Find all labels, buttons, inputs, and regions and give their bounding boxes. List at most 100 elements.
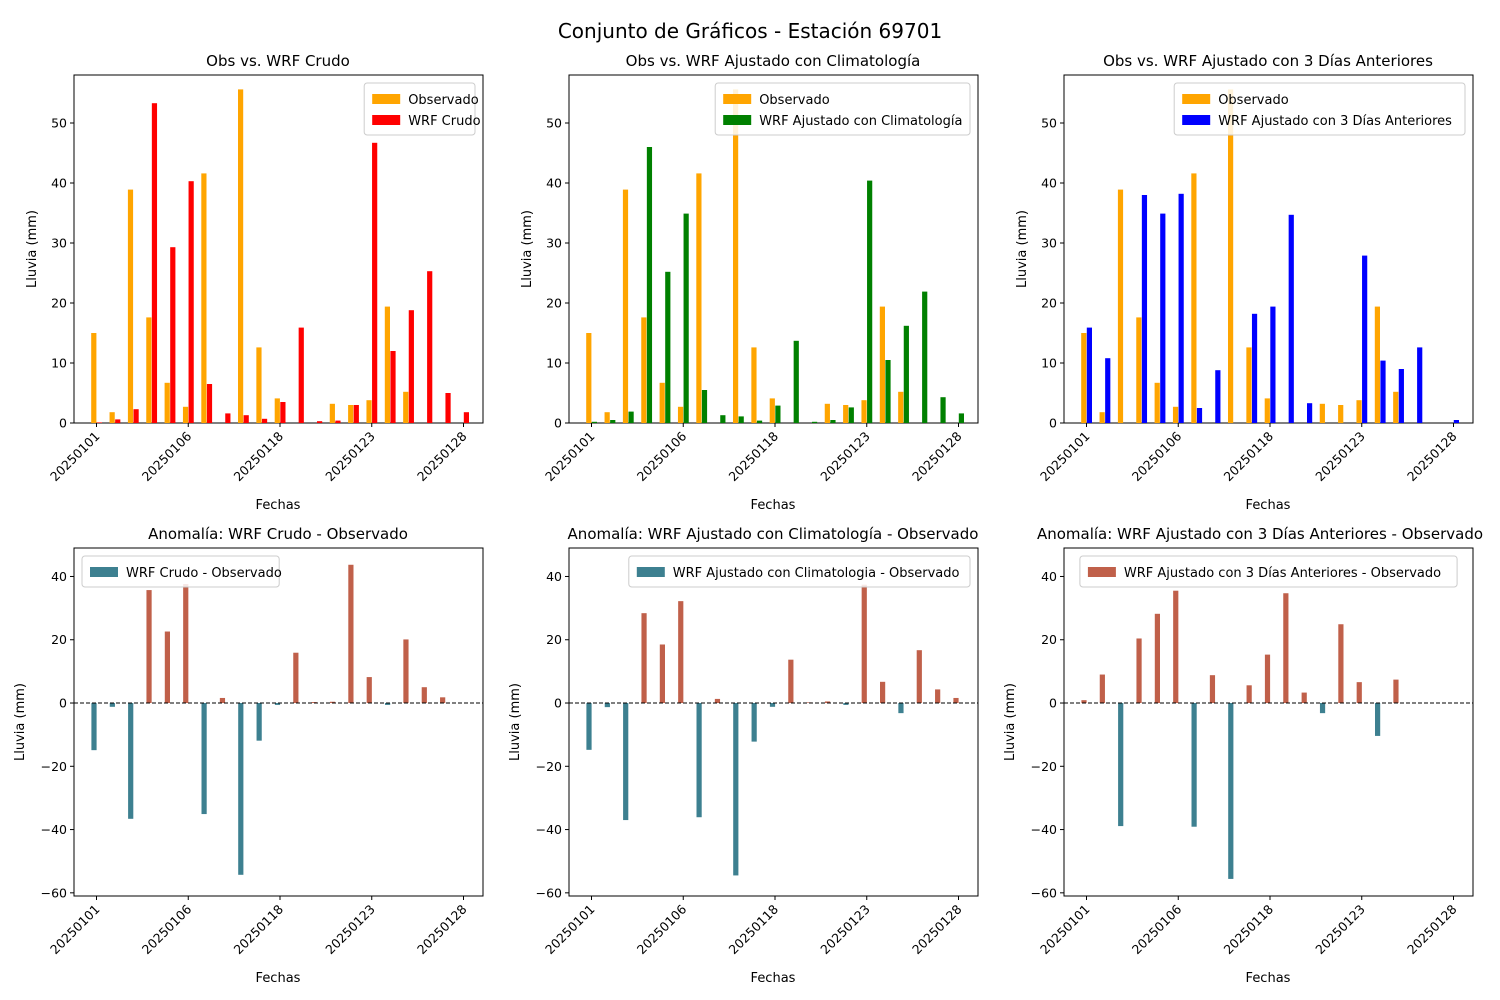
anomaly-bar — [898, 703, 904, 714]
panel-title: Anomalía: WRF Crudo - Observado — [148, 525, 408, 543]
bars — [91, 564, 446, 875]
y-tick-label: 40 — [1041, 569, 1057, 584]
bar-observado — [898, 391, 904, 423]
anomaly-bar — [146, 590, 152, 704]
panel-obs-vs-wrf-crudo: Obs vs. WRF Crudo Fechas Lluvia (mm) — [25, 52, 484, 513]
anomaly-bar — [1301, 692, 1307, 704]
x-tick-label: 20250123 — [1312, 902, 1368, 958]
bar-observado — [733, 89, 739, 423]
x-tick-label: 20250118 — [1221, 901, 1277, 957]
anomaly-bar — [1173, 590, 1179, 704]
bar-observado — [1099, 412, 1105, 423]
bar-wrf — [427, 271, 433, 423]
y-tick-label: −40 — [536, 822, 562, 837]
bar-wrf — [701, 390, 708, 423]
anomaly-bar — [366, 677, 372, 704]
bar-observado — [1393, 391, 1399, 423]
bar-wrf — [1453, 420, 1459, 423]
legend-swatch — [636, 567, 665, 577]
anomaly-bar — [843, 703, 849, 705]
x-tick-label: 20250101 — [1037, 429, 1093, 485]
anomaly-bar — [440, 697, 446, 704]
bar-wrf — [1380, 360, 1386, 423]
bar-wrf — [922, 291, 928, 423]
panel-anomaly-wrf-3d: Anomalía: WRF Ajustado con 3 Días Anteri… — [1003, 525, 1483, 986]
anomaly-bar — [953, 697, 959, 704]
legend: Observado WRF Ajustado con 3 Días Anterio… — [1173, 82, 1466, 136]
x-tick-label: 20250118 — [726, 901, 782, 957]
legend-frame — [81, 555, 280, 588]
legend-frame — [628, 555, 971, 588]
bar-observado — [824, 403, 830, 423]
legend: WRF Ajustado con Climatologia - Observad… — [628, 555, 971, 588]
x-axis-label: Fechas — [1246, 498, 1291, 513]
anomaly-bar — [201, 703, 207, 815]
bar-wrf — [1270, 306, 1276, 423]
y-tick-label: 0 — [554, 416, 562, 431]
chart-4-marks: −60 −40 −20 0 20 40 20250101 20250106 20250118 20… — [536, 555, 978, 958]
x-tick-label: 20250128 — [414, 901, 470, 957]
x-axis-label: Fechas — [751, 971, 796, 986]
bar-observado — [696, 173, 702, 423]
bars — [1081, 89, 1459, 423]
anomaly-bar — [348, 564, 354, 704]
bar-wrf — [591, 421, 597, 423]
anomaly-bar — [1191, 703, 1197, 827]
legend-swatch — [1087, 567, 1116, 577]
chart-0-marks: 0 10 20 30 40 50 20250101 20250106 20250118 20250… — [47, 82, 481, 484]
bar-wrf — [1141, 195, 1148, 423]
bar-wrf — [445, 393, 451, 423]
bar-observado — [366, 400, 372, 423]
bar-wrf — [170, 247, 176, 423]
bar-wrf — [353, 405, 359, 423]
bar-wrf — [683, 213, 689, 423]
legend-swatch — [90, 567, 118, 577]
x-tick-label: 20250106 — [1129, 901, 1185, 957]
y-tick-label: 0 — [554, 696, 562, 711]
x-tick-label: 20250128 — [909, 901, 965, 957]
bar-wrf — [830, 420, 836, 423]
y-tick-label: 20 — [1041, 296, 1057, 311]
legend-frame — [714, 82, 971, 136]
anomaly-bar — [604, 703, 610, 708]
x-tick-label: 20250106 — [1129, 428, 1185, 484]
bar-wrf — [812, 421, 818, 423]
bar-observado — [1374, 306, 1380, 423]
bars — [586, 89, 964, 423]
panel-title: Anomalía: WRF Ajustado con Climatología … — [568, 525, 979, 543]
y-tick-label: 40 — [51, 176, 67, 191]
anomaly-bar — [1136, 638, 1142, 704]
bar-observado — [1172, 406, 1179, 423]
anomaly-bar — [1154, 613, 1160, 704]
bar-wrf — [610, 420, 616, 423]
bar-wrf — [903, 325, 909, 423]
bar-observado — [604, 412, 610, 423]
y-tick-label: 20 — [51, 296, 67, 311]
y-tick-label: 50 — [546, 116, 562, 131]
x-axis-label: Fechas — [256, 498, 301, 513]
anomaly-bar — [1264, 654, 1271, 704]
legend-label: WRF Ajustado con 3 Días Anteriores - Obs… — [1124, 566, 1441, 581]
bar-observado — [348, 405, 354, 423]
x-tick-label: 20250101 — [1037, 902, 1093, 958]
bar-wrf — [848, 407, 854, 423]
x-tick-label: 20250123 — [817, 902, 873, 958]
anomaly-bar — [183, 584, 189, 704]
bars — [586, 584, 959, 876]
y-tick-label: 0 — [1049, 696, 1057, 711]
y-tick-label: 10 — [1041, 356, 1057, 371]
y-tick-label: −60 — [41, 885, 67, 900]
x-axis-label: Fechas — [751, 498, 796, 513]
bar-observado — [751, 347, 757, 423]
anomaly-bar — [385, 703, 391, 705]
bar-wrf — [261, 418, 268, 423]
x-tick-label: 20250106 — [139, 901, 195, 957]
y-axis-label: Lluvia (mm) — [13, 683, 28, 761]
bar-wrf — [665, 271, 671, 423]
legend-swatch — [723, 115, 752, 125]
y-tick-label: 20 — [51, 632, 67, 647]
anomaly-bar — [678, 601, 684, 704]
legend-label: WRF Ajustado con Climatologia - Observad… — [673, 566, 960, 581]
anomaly-bar — [824, 701, 831, 704]
bar-wrf — [1288, 214, 1294, 423]
